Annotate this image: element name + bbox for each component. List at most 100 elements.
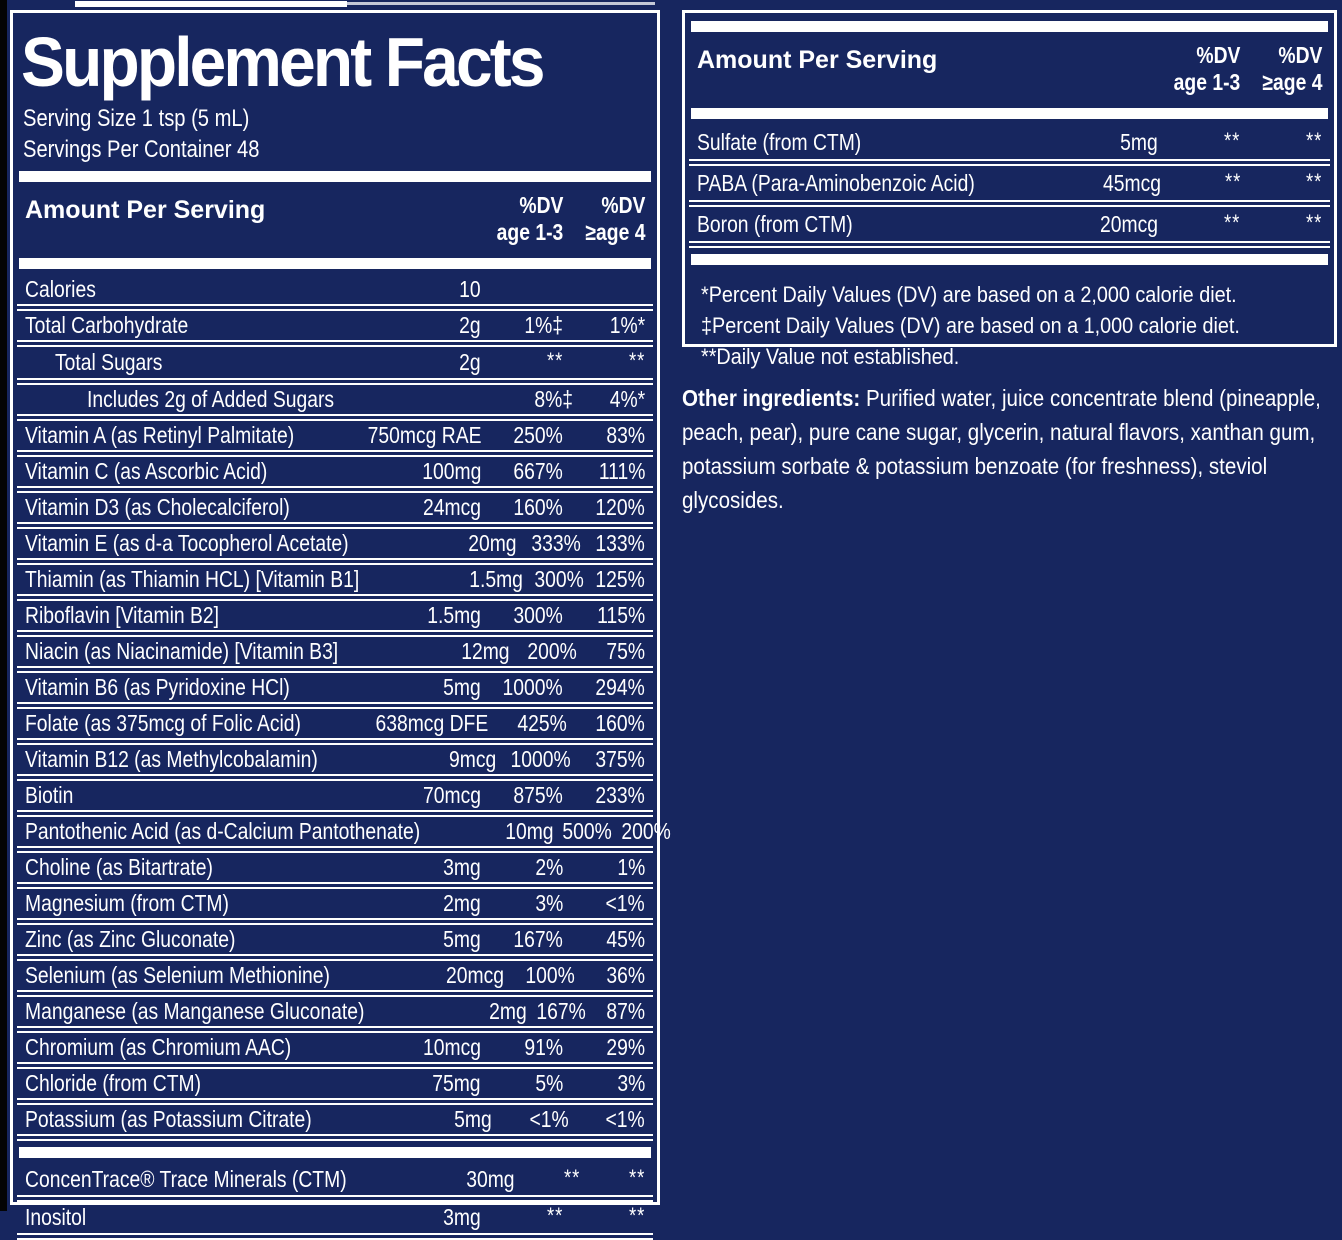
serving-size: Serving Size 1 tsp (5 mL): [23, 105, 250, 132]
nutrient-row: Niacin (as Niacinamide) [Vitamin B3] 12mg…: [17, 637, 653, 673]
dv-age-4-plus-value: 3%: [617, 1070, 645, 1096]
dv-age-1-3-value: 160%: [513, 494, 563, 520]
nutrient-row: Riboflavin [Vitamin B2] 1.5mg 300% 115%: [17, 601, 653, 637]
nutrient-row: Vitamin B6 (as Pyridoxine HCl) 5mg 1000% 29…: [17, 673, 653, 709]
dv-age-4-plus-value: 1%*: [609, 312, 645, 338]
dv-age-4-plus-value: 125%: [595, 566, 645, 592]
nutrient-row: Magnesium (from CTM) 2mg 3% <1%: [17, 889, 653, 925]
nutrient-amount: 12mg: [461, 638, 510, 664]
dv-age-1-3-value: 5%: [535, 1070, 563, 1096]
nutrient-row: Vitamin E (as d-a Tocopherol Acetate) 20m…: [17, 529, 653, 565]
dv-age-4-plus-value: <1%: [605, 890, 645, 916]
dv-age-4-plus-value: 1%: [617, 854, 645, 880]
dv-age-1-3-header: %DV age 1-3: [1173, 42, 1240, 95]
dv-age-4-plus-value: 120%: [595, 494, 645, 520]
nutrient-amount: 30mg: [466, 1166, 515, 1192]
nutrient-name: Manganese (as Manganese Gluconate): [25, 998, 365, 1024]
dv-age-1-3-value: 2%: [535, 854, 563, 880]
dv-age-1-3-value: **: [1223, 127, 1240, 153]
dv-age-1-3-value: 250%: [513, 422, 563, 448]
dv-age-1-3-header: %DV age 1-3: [496, 192, 563, 245]
dv-age-4-plus-value: **: [1305, 209, 1322, 235]
dv-age-4-plus-value: **: [628, 1203, 645, 1228]
supplement-facts-panel-continued: Amount Per Serving %DV age 1-3 %DV ≥age …: [682, 10, 1337, 369]
nutrient-amount: 9mcg: [448, 746, 497, 772]
dv-age-1-3-value: 333%: [531, 530, 581, 556]
nutrient-amount: 1.5mg: [469, 566, 524, 592]
supplement-facts-panel: Supplement Facts Serving Size 1 tsp (5 m…: [10, 10, 671, 1240]
dv-age-4-plus-value: 133%: [595, 530, 645, 556]
dv-age-4-plus-value: **: [1305, 127, 1322, 153]
dv-age-1-3-value: 8%‡: [533, 386, 573, 412]
other-ingredients-text: Purified water, juice concentrate blend …: [682, 384, 1321, 513]
dv-age-4-plus-value: 160%: [595, 710, 645, 736]
separator-bar: [691, 254, 1328, 265]
nutrient-amount: 3mg: [443, 854, 481, 880]
nutrient-row: Folate (as 375mcg of Folic Acid) 638mcg D…: [17, 709, 653, 745]
dv-age-1-3-value: 3%: [535, 890, 563, 916]
nutrient-row: Total Sugars 2g ** **: [17, 347, 653, 385]
nutrient-row: Chloride (from CTM) 75mg 5% 3%: [17, 1069, 653, 1105]
dv-age-1-3-value: <1%: [529, 1106, 569, 1132]
dv-age-1-3-value: 500%: [562, 818, 612, 844]
other-ingredients: Other ingredients: Purified water, juice…: [682, 381, 1337, 517]
nutrient-name: Calories: [25, 276, 96, 302]
separator-bar: [691, 108, 1328, 119]
dv-age-4-plus-value: **: [628, 1165, 645, 1190]
dv-age-1-3-value: 100%: [525, 962, 575, 988]
dv-age-4-plus-value: **: [628, 348, 645, 373]
dv-age-1-3-value: 167%: [513, 926, 563, 952]
nutrient-row: Thiamin (as Thiamin HCL) [Vitamin B1] 1.5…: [17, 565, 653, 601]
nutrient-row: Vitamin C (as Ascorbic Acid) 100mg 667% 111…: [17, 457, 653, 493]
dv-age-1-3-value: 1000%: [502, 674, 563, 700]
nutrient-amount: 10mg: [504, 818, 554, 844]
nutrient-amount: 20mcg: [446, 962, 505, 988]
nutrient-name: Vitamin B12 (as Methylcobalamin): [25, 746, 318, 772]
nutrient-row: Zinc (as Zinc Gluconate) 5mg 167% 45%: [17, 925, 653, 961]
nutrient-row: Potassium (as Potassium Citrate) 5mg <1% <1…: [17, 1105, 653, 1141]
nutrient-row: Calories 10: [17, 275, 653, 311]
dv-age-1-3-value: 1000%: [510, 746, 571, 772]
nutrient-row: Total Carbohydrate 2g 1%‡ 1%*: [17, 311, 653, 347]
nutrient-name: Sulfate (from CTM): [697, 128, 862, 155]
nutrient-amount: 2g: [459, 349, 481, 375]
nutrient-name: Total Carbohydrate: [25, 312, 189, 338]
nutrient-row: Biotin 70mcg 875% 233%: [17, 781, 653, 817]
dv-age-4-plus-value: 36%: [606, 962, 645, 988]
separator-bar: [19, 258, 651, 269]
nutrient-amount: 2mg: [488, 998, 527, 1024]
servings-per-container: Servings Per Container 48: [23, 136, 260, 163]
dv-age-1-3-value: 300%: [534, 566, 585, 592]
nutrient-name: Choline (as Bitartrate): [25, 854, 213, 880]
nutrient-amount: 5mg: [1120, 128, 1158, 155]
nutrient-name: ConcenTrace® Trace Minerals (CTM): [25, 1166, 347, 1192]
nutrient-name: Chloride (from CTM): [25, 1070, 202, 1096]
nutrient-name: Vitamin E (as d-a Tocopherol Acetate): [25, 530, 349, 556]
nutrient-amount: 638mcg DFE: [375, 710, 488, 736]
nutrient-amount: 1.5mg: [427, 602, 481, 628]
dv-age-4-plus-value: 45%: [606, 926, 645, 952]
nutrient-table: Calories 10 Total Carbohydrate 2g 1%‡ 1%* Tota…: [17, 275, 671, 1141]
footnote-dv-not-established: **Daily Value not established.: [701, 344, 960, 369]
dv-age-4-plus-value: 87%: [606, 998, 646, 1024]
separator-bar: [19, 1147, 651, 1158]
nutrient-name: Niacin (as Niacinamide) [Vitamin B3]: [25, 638, 339, 664]
nutrient-name: Thiamin (as Thiamin HCL) [Vitamin B1]: [25, 566, 360, 592]
nutrient-row: Chromium (as Chromium AAC) 10mcg 91% 29%: [17, 1033, 653, 1069]
nutrient-amount: 10mcg: [423, 1034, 481, 1060]
nutrient-row: Sulfate (from CTM) 5mg ** **: [689, 125, 1330, 166]
dv-age-1-3-value: 425%: [516, 710, 567, 736]
nutrient-amount: 2g: [459, 312, 481, 338]
separator-bar: [19, 171, 651, 182]
screenshot-left-edge-strip: [0, 0, 7, 1211]
nutrient-amount: 10: [459, 276, 481, 302]
dv-age-1-3-value: 200%: [527, 638, 578, 664]
dv-age-4-plus-value: 200%: [621, 818, 671, 844]
nutrient-row: Selenium (as Selenium Methionine) 20mcg 10…: [17, 961, 653, 997]
nutrient-name: Vitamin A (as Retinyl Palmitate): [25, 422, 295, 448]
dv-age-4-plus-value: <1%: [605, 1106, 645, 1132]
nutrient-amount: 5mg: [454, 1106, 493, 1132]
dv-age-4-plus-value: 115%: [597, 602, 645, 628]
dv-age-4-plus-value: [563, 276, 645, 303]
nutrient-name: Inositol: [25, 1204, 87, 1230]
